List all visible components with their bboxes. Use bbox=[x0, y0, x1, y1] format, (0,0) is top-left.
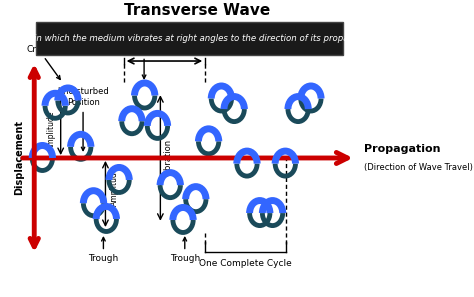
Text: One Complete Cycle: One Complete Cycle bbox=[200, 259, 292, 268]
Text: Vibration: Vibration bbox=[164, 139, 173, 177]
Text: Trough: Trough bbox=[88, 237, 118, 263]
Text: Amplitude: Amplitude bbox=[47, 110, 56, 150]
Text: (Direction of Wave Travel): (Direction of Wave Travel) bbox=[364, 163, 473, 172]
Text: Propagation: Propagation bbox=[364, 144, 440, 154]
Text: A wave in which the medium vibrates at right angles to the direction of its prop: A wave in which the medium vibrates at r… bbox=[1, 34, 379, 43]
Text: Undisturbed
Position: Undisturbed Position bbox=[57, 87, 109, 151]
Text: Trough: Trough bbox=[170, 237, 200, 263]
Text: Transverse Wave: Transverse Wave bbox=[124, 4, 270, 18]
FancyBboxPatch shape bbox=[36, 22, 344, 55]
Text: Amplitude: Amplitude bbox=[110, 166, 119, 206]
Text: Displacement: Displacement bbox=[14, 121, 24, 195]
Text: Wavelength: Wavelength bbox=[137, 45, 191, 53]
Text: Crest: Crest bbox=[27, 45, 60, 79]
Text: Crest: Crest bbox=[132, 45, 156, 79]
